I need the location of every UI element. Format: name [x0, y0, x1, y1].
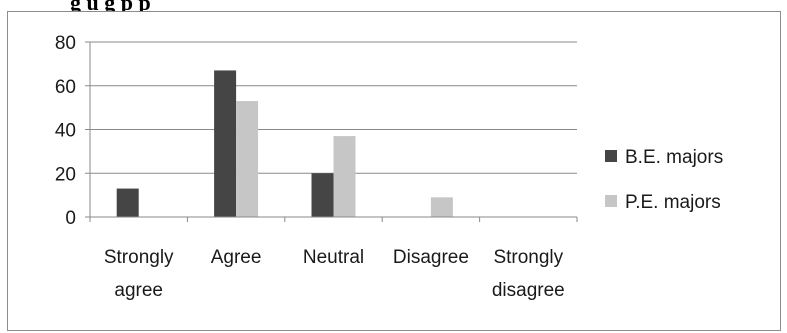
legend-swatch	[605, 150, 617, 162]
x-tick-label: Strongly agree	[104, 247, 174, 301]
legend-swatch	[605, 195, 617, 207]
y-tick-label: 80	[55, 33, 76, 54]
x-tick-label-line: disagree	[492, 280, 565, 301]
x-tick-label-line: agree	[114, 280, 163, 301]
x-tick-label: Disagree	[393, 247, 469, 268]
legend: B.E. majors P.E. majors	[605, 147, 723, 213]
y-tick-label: 20	[55, 164, 76, 185]
x-tick-label-line: Disagree	[393, 247, 469, 268]
bar	[214, 70, 237, 217]
y-tick-label: 40	[55, 121, 76, 142]
bar	[430, 197, 453, 217]
bar	[311, 173, 334, 217]
axes	[85, 41, 578, 222]
chart-frame	[7, 11, 781, 331]
legend-label: B.E. majors	[625, 147, 723, 168]
x-tick-label-line: Agree	[211, 247, 262, 268]
x-tick-label: Neutral	[303, 247, 364, 268]
x-tick-label-line: Strongly	[104, 247, 174, 268]
legend-label: P.E. majors	[625, 192, 721, 213]
x-tick-label-line: Strongly	[493, 247, 563, 268]
bar	[333, 136, 356, 217]
axis-labels: 0 20 40 60 80 Strongly agree Agree Neutral Disagr…	[55, 33, 565, 301]
chart-title-fragment: g u g p p	[70, 0, 151, 13]
y-tick-label: 60	[55, 77, 76, 98]
bars	[116, 70, 453, 217]
x-tick-label-line: Neutral	[303, 247, 364, 268]
x-tick-label: Strongly disagree	[492, 247, 565, 301]
y-tick-label: 0	[65, 208, 76, 229]
x-tick-label: Agree	[211, 247, 262, 268]
bar	[116, 188, 139, 217]
bar	[236, 101, 259, 217]
